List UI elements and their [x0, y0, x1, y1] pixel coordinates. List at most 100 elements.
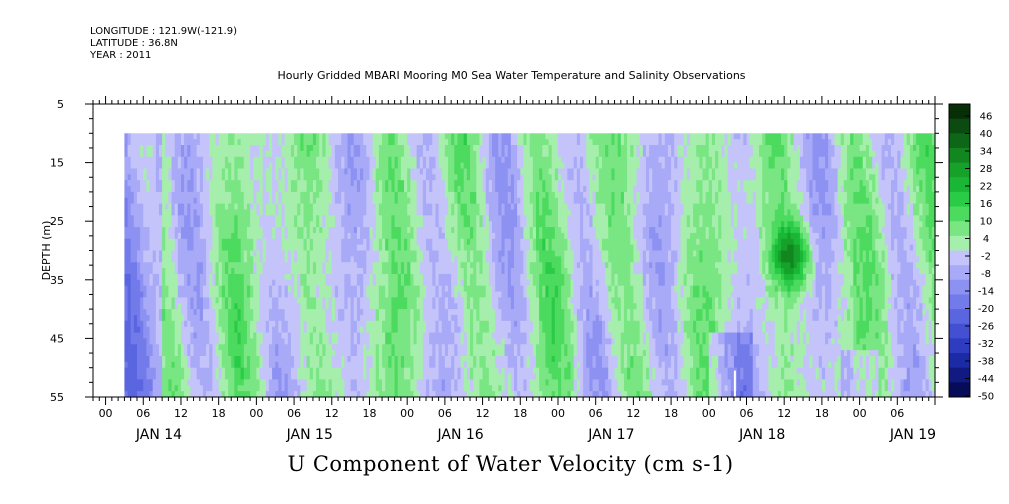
velocity-cell — [215, 197, 220, 205]
velocity-cell — [259, 256, 264, 263]
velocity-cell — [174, 379, 179, 386]
velocity-cell — [196, 145, 201, 152]
velocity-cell — [199, 174, 204, 181]
velocity-cell — [143, 361, 148, 369]
velocity-cell — [228, 197, 232, 205]
velocity-cell — [262, 168, 267, 175]
velocity-cell — [224, 145, 229, 152]
velocity-cell — [196, 309, 201, 316]
velocity-cell — [407, 367, 411, 375]
velocity-cell — [187, 180, 191, 187]
velocity-cell — [300, 273, 305, 281]
velocity-cell — [290, 297, 295, 304]
velocity-cell — [231, 215, 235, 222]
velocity-cell — [407, 156, 411, 164]
velocity-cell — [382, 256, 386, 263]
velocity-cell — [190, 355, 195, 363]
velocity-cell — [202, 268, 207, 275]
velocity-cell — [391, 279, 396, 287]
velocity-cell — [209, 361, 213, 369]
velocity-cell — [397, 139, 402, 146]
velocity-cell — [140, 326, 144, 334]
velocity-cell — [388, 209, 393, 216]
velocity-cell — [316, 344, 320, 351]
velocity-cell — [152, 174, 157, 181]
velocity-cell — [174, 355, 179, 363]
velocity-cell — [328, 379, 333, 386]
velocity-cell — [334, 385, 339, 392]
velocity-cell — [303, 227, 308, 234]
velocity-cell — [187, 344, 191, 351]
velocity-cell — [250, 355, 254, 363]
velocity-cell — [344, 326, 349, 334]
velocity-cell — [234, 174, 239, 181]
velocity-cell — [316, 273, 320, 281]
velocity-cell — [419, 133, 424, 140]
velocity-cell — [407, 279, 411, 287]
velocity-cell — [130, 314, 135, 322]
velocity-cell — [231, 203, 235, 211]
velocity-cell — [206, 209, 210, 216]
velocity-cell — [391, 385, 396, 392]
velocity-cell — [382, 344, 386, 351]
velocity-cell — [341, 320, 345, 328]
velocity-cell — [360, 373, 364, 381]
velocity-cell — [328, 221, 333, 228]
velocity-cell — [347, 162, 352, 170]
velocity-cell — [250, 332, 254, 339]
velocity-cell — [171, 385, 176, 392]
velocity-cell — [328, 273, 333, 281]
velocity-cell — [187, 227, 191, 234]
velocity-cell — [202, 291, 207, 298]
velocity-cell — [243, 297, 248, 304]
velocity-cell — [212, 385, 217, 392]
velocity-cell — [287, 197, 292, 205]
velocity-cell — [224, 355, 229, 363]
velocity-cell — [231, 373, 235, 381]
velocity-cell — [199, 139, 204, 146]
velocity-cell — [184, 186, 188, 193]
velocity-cell — [363, 150, 367, 158]
velocity-cell — [149, 262, 154, 269]
velocity-cell — [146, 361, 151, 369]
velocity-cell — [410, 279, 415, 287]
velocity-cell — [143, 244, 148, 252]
velocity-cell — [344, 209, 349, 216]
velocity-cell — [331, 186, 336, 193]
velocity-cell — [177, 273, 182, 281]
velocity-cell — [146, 156, 151, 164]
velocity-cell — [124, 145, 129, 152]
velocity-cell — [187, 221, 191, 228]
velocity-cell — [168, 232, 173, 240]
velocity-cell — [130, 338, 135, 345]
velocity-cell — [353, 150, 358, 158]
velocity-cell — [152, 367, 157, 375]
velocity-cell — [297, 320, 301, 328]
velocity-cell — [316, 385, 320, 392]
velocity-cell — [215, 215, 220, 222]
velocity-cell — [275, 320, 279, 328]
velocity-cell — [177, 268, 182, 275]
velocity-cell — [385, 215, 389, 222]
velocity-cell — [143, 191, 148, 199]
velocity-cell — [300, 238, 305, 246]
velocity-cell — [187, 268, 191, 275]
velocity-cell — [133, 355, 138, 363]
velocity-cell — [363, 238, 367, 246]
velocity-cell — [149, 244, 154, 252]
velocity-cell — [231, 297, 235, 304]
velocity-cell — [319, 227, 323, 234]
velocity-cell — [316, 209, 320, 216]
velocity-cell — [278, 133, 283, 140]
velocity-cell — [193, 297, 198, 304]
velocity-cell — [369, 326, 374, 334]
velocity-cell — [243, 344, 248, 351]
velocity-cell — [331, 314, 336, 322]
velocity-cell — [375, 367, 380, 375]
velocity-cell — [338, 221, 342, 228]
velocity-cell — [184, 297, 188, 304]
velocity-cell — [177, 285, 182, 293]
velocity-cell — [400, 150, 405, 158]
velocity-cell — [347, 256, 352, 263]
velocity-cell — [338, 139, 342, 146]
